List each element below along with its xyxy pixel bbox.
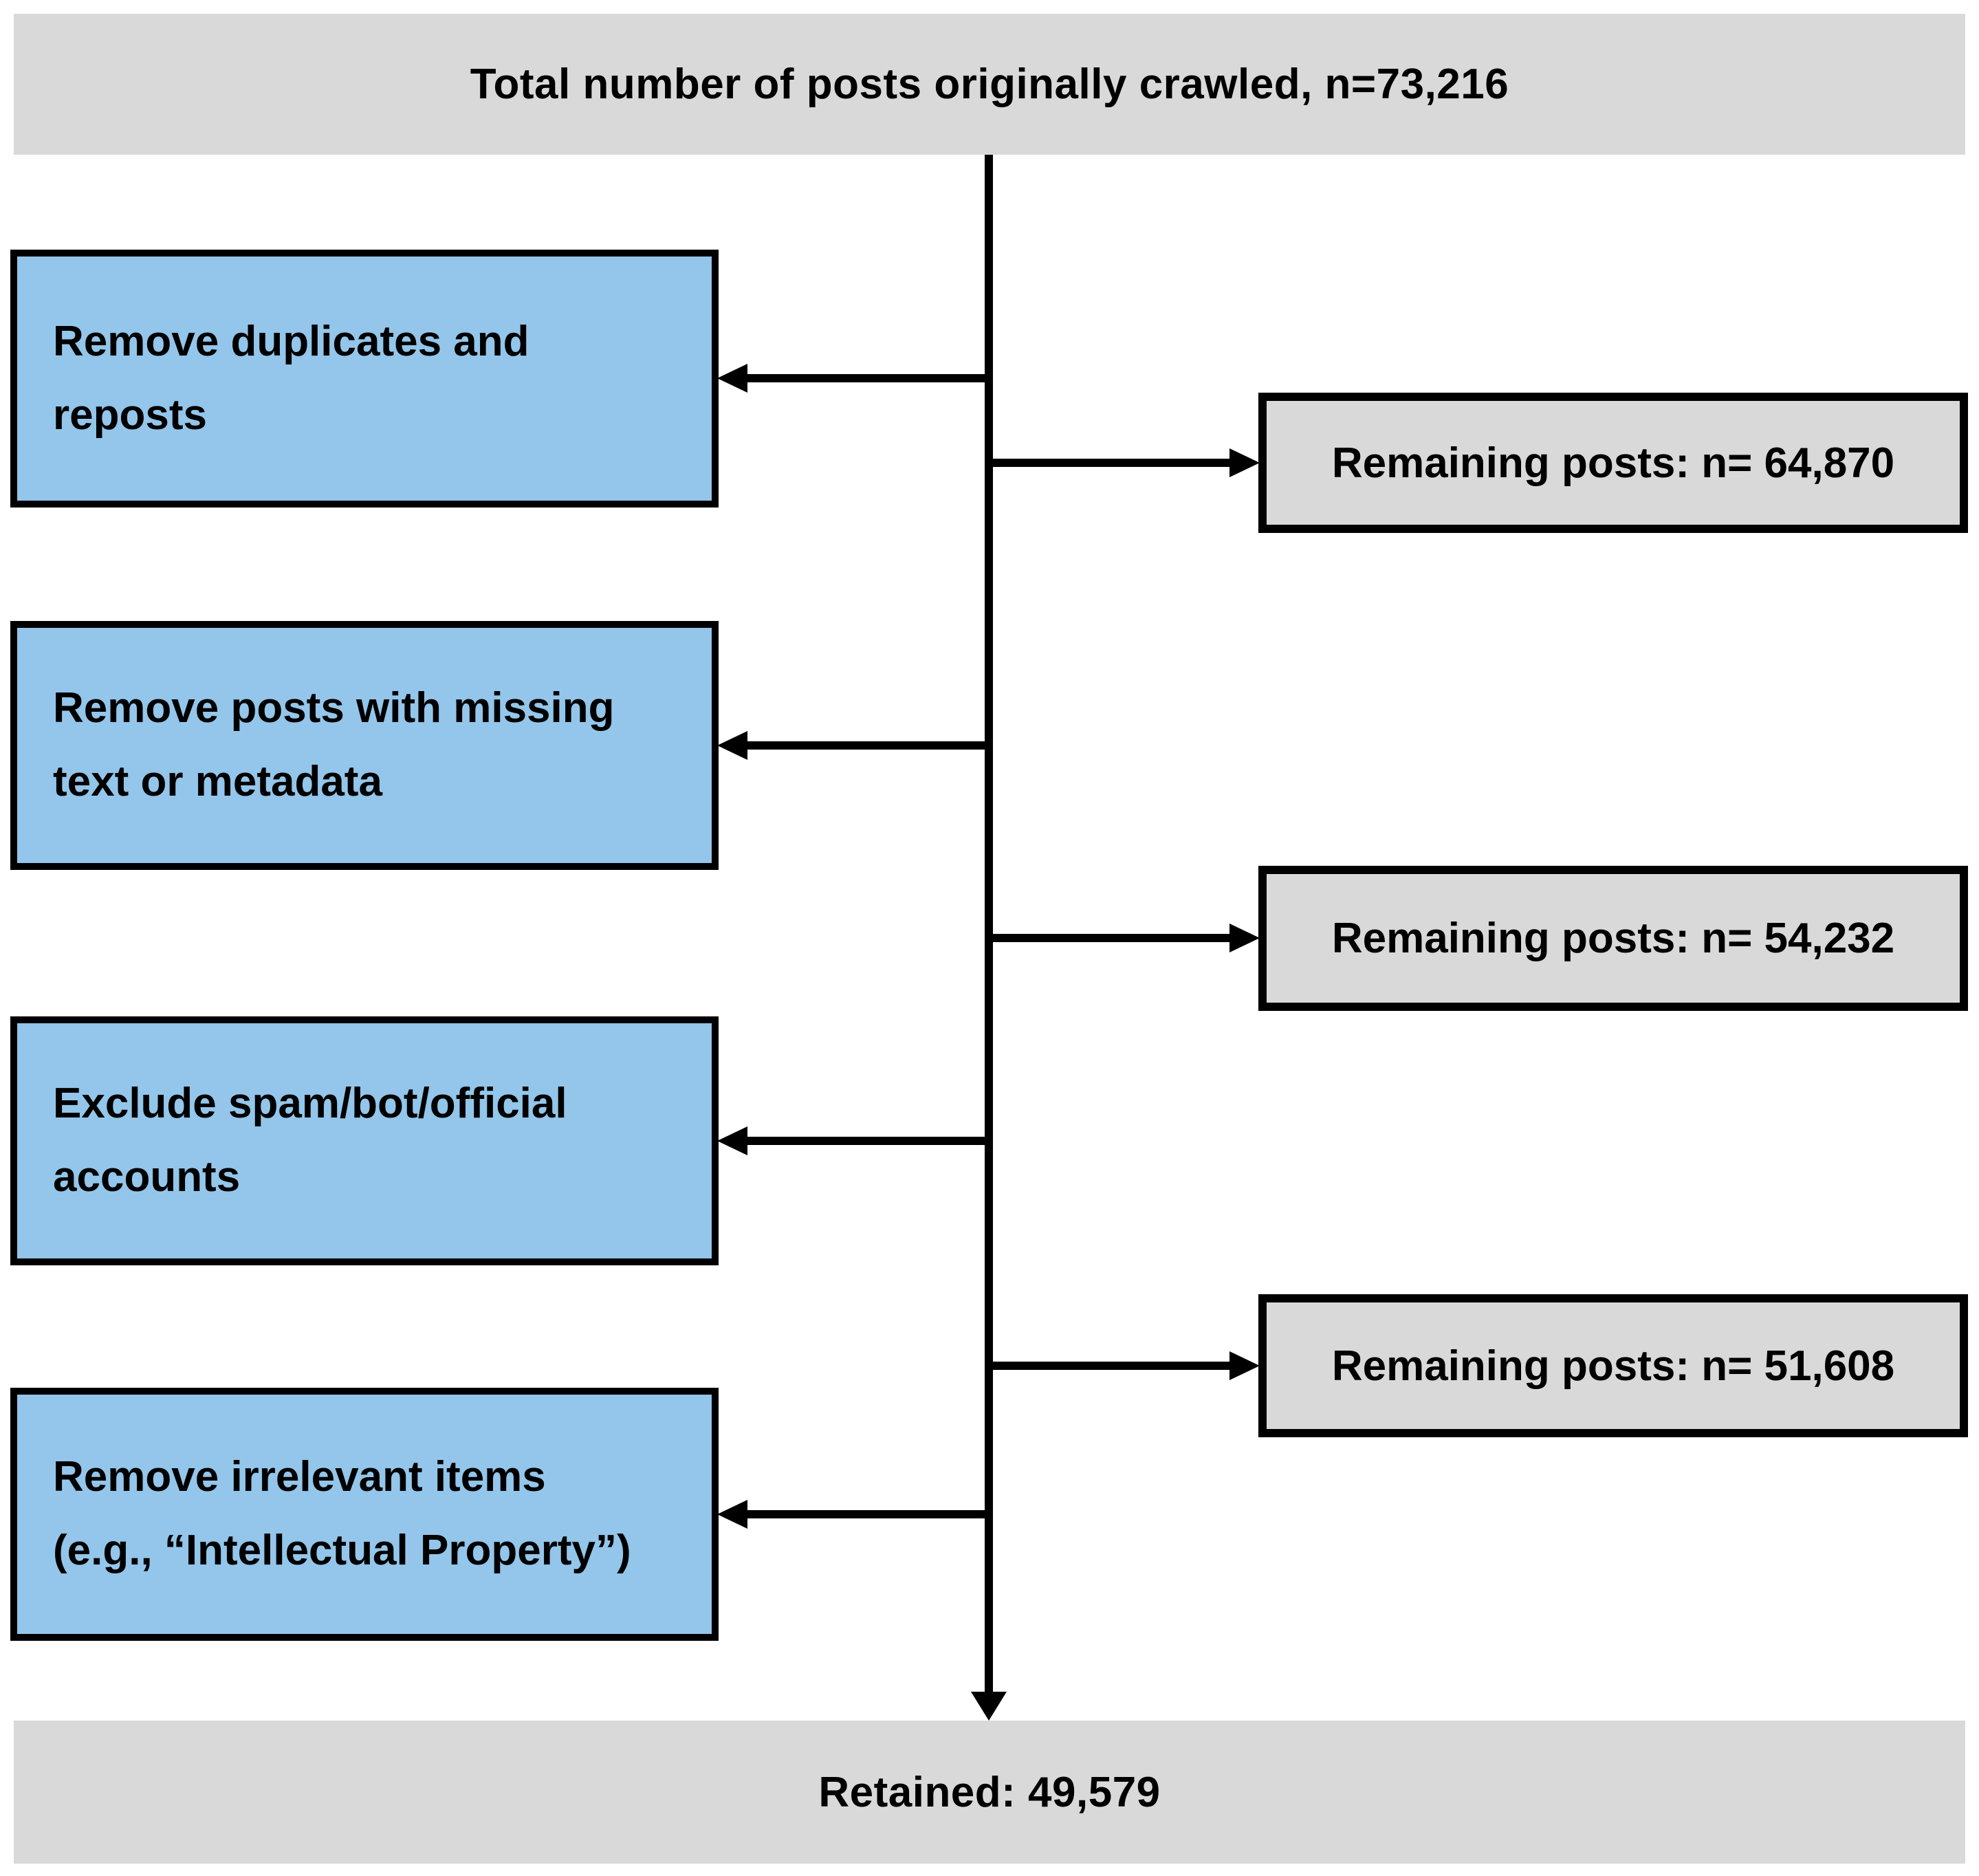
step-box-remove-missing: Remove posts with missing text or metada… bbox=[10, 621, 719, 870]
retained-banner: Retained: 49,579 bbox=[14, 1721, 1965, 1864]
arrow-line-to-step-1 bbox=[746, 374, 989, 382]
step-box-remove-irrelevant: Remove irrelevant items (e.g., “Intellec… bbox=[10, 1388, 719, 1641]
step-box-exclude-spam: Exclude spam/bot/official accounts bbox=[10, 1016, 719, 1265]
result-box-remaining-2: Remaining posts: n= 54,232 bbox=[1258, 866, 1968, 1011]
left-arrowhead-icon bbox=[717, 731, 747, 760]
result-box-remaining-3: Remaining posts: n= 51,608 bbox=[1258, 1294, 1968, 1437]
step-label: Remove posts with missing text or metada… bbox=[53, 684, 615, 805]
right-arrowhead-icon bbox=[1229, 448, 1260, 477]
right-arrowhead-icon bbox=[1229, 924, 1260, 952]
arrow-line-to-result-3 bbox=[989, 1362, 1231, 1370]
left-arrowhead-icon bbox=[717, 1126, 747, 1155]
arrow-line-to-result-1 bbox=[989, 459, 1231, 467]
total-posts-banner: Total number of posts originally crawled… bbox=[14, 14, 1965, 155]
arrow-line-to-step-2 bbox=[746, 741, 989, 750]
total-posts-label: Total number of posts originally crawled… bbox=[470, 61, 1509, 108]
result-label: Remaining posts: n= 64,870 bbox=[1331, 439, 1895, 487]
right-arrowhead-icon bbox=[1229, 1351, 1260, 1380]
step-label: Remove duplicates and reposts bbox=[53, 317, 529, 439]
result-label: Remaining posts: n= 51,608 bbox=[1331, 1342, 1895, 1390]
step-label: Remove irrelevant items (e.g., “Intellec… bbox=[53, 1453, 631, 1574]
main-flow-line bbox=[985, 155, 993, 1693]
arrow-line-to-result-2 bbox=[989, 934, 1231, 942]
retained-label: Retained: 49,579 bbox=[818, 1768, 1161, 1816]
step-box-remove-duplicates: Remove duplicates and reposts bbox=[10, 250, 719, 508]
result-box-remaining-1: Remaining posts: n= 64,870 bbox=[1258, 393, 1968, 533]
left-arrowhead-icon bbox=[717, 364, 747, 393]
left-arrowhead-icon bbox=[717, 1500, 747, 1529]
arrow-line-to-step-4 bbox=[746, 1510, 989, 1518]
arrow-line-to-step-3 bbox=[746, 1137, 989, 1145]
step-label: Exclude spam/bot/official accounts bbox=[53, 1080, 567, 1201]
down-arrowhead-icon bbox=[971, 1692, 1007, 1721]
result-label: Remaining posts: n= 54,232 bbox=[1331, 915, 1895, 962]
